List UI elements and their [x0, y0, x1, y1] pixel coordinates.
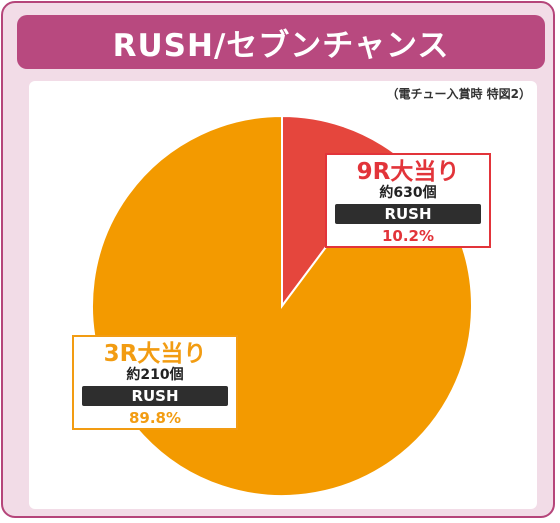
chart-title: RUSH/セブンチャンス — [17, 15, 545, 69]
pie-chart — [91, 114, 473, 497]
chart-frame: RUSH/セブンチャンス （電チュー入賞時 特図2） 9R大当り 約630個 R… — [1, 1, 555, 518]
slice-label-9r-mode: RUSH — [335, 204, 481, 224]
chart-note: （電チュー入賞時 特図2） — [386, 87, 531, 101]
chart-area: （電チュー入賞時 特図2） 9R大当り 約630個 RUSH 10.2% 3R大… — [29, 81, 537, 509]
slice-label-9r-name: 9R大当り — [356, 159, 460, 185]
slice-label-3r-percent: 89.8% — [128, 409, 182, 427]
slice-label-3r-mode: RUSH — [82, 386, 228, 406]
slice-label-3r-payout: 約210個 — [126, 367, 184, 383]
slice-label-3r: 3R大当り 約210個 RUSH 89.8% — [72, 335, 238, 430]
slice-label-9r-payout: 約630個 — [379, 185, 437, 201]
slice-label-9r-percent: 10.2% — [381, 227, 435, 245]
slice-label-9r: 9R大当り 約630個 RUSH 10.2% — [325, 153, 491, 248]
slice-label-3r-name: 3R大当り — [103, 341, 207, 367]
